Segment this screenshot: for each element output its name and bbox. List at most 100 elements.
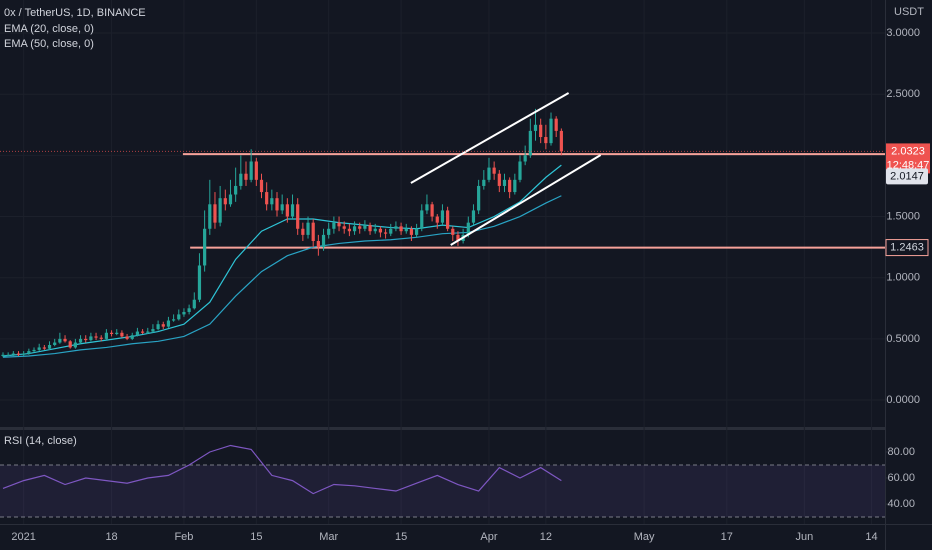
- candle-body: [549, 118, 553, 144]
- y-tick-label: 80.00: [887, 446, 915, 458]
- candle-body: [177, 314, 181, 320]
- candle-body: [94, 336, 98, 338]
- candle-body: [187, 308, 191, 312]
- x-tick-label: 18: [105, 531, 117, 543]
- candle-body: [203, 228, 207, 266]
- candle-body: [404, 228, 408, 232]
- candle-body: [446, 210, 450, 229]
- candle-body: [533, 124, 538, 131]
- candle-body: [414, 228, 419, 235]
- candle-body: [358, 226, 362, 229]
- candle-body: [146, 331, 150, 333]
- candle-body: [265, 192, 269, 205]
- candle-body: [347, 228, 351, 232]
- candle-body: [301, 228, 305, 235]
- candle-body: [27, 351, 31, 354]
- candle-body: [53, 342, 57, 345]
- trend-line: [450, 154, 602, 246]
- candle-body: [130, 335, 134, 339]
- x-tick-label: 15: [395, 531, 407, 543]
- candle-body: [435, 216, 439, 223]
- ema-tag: [886, 168, 928, 185]
- candle-body: [363, 225, 367, 229]
- candle-body: [151, 329, 155, 332]
- candle-body: [192, 299, 196, 309]
- x-tick-label: Feb: [174, 531, 193, 543]
- candle-body: [497, 173, 501, 186]
- candle-body: [373, 228, 377, 232]
- candle-body: [58, 338, 62, 343]
- x-tick-label: May: [634, 531, 655, 543]
- candle-body: [389, 228, 393, 234]
- candle-body: [352, 226, 357, 232]
- candle-body: [109, 332, 114, 334]
- candle-body: [280, 204, 284, 211]
- candle-body: [254, 161, 258, 180]
- candle-body: [518, 161, 522, 180]
- currency-label: USDT: [894, 6, 924, 18]
- candle-body: [482, 179, 486, 186]
- candle-body: [89, 336, 93, 341]
- y-tick-label: 1.0000: [886, 272, 920, 284]
- candle-body: [78, 338, 83, 343]
- candle-body: [228, 194, 233, 205]
- candle-body: [492, 167, 496, 174]
- candle-body: [73, 342, 77, 348]
- symbol-title: 0x / TetherUS, 1D, BINANCE: [4, 7, 146, 19]
- candle-body: [63, 338, 67, 342]
- y-tick-label: 1.5000: [886, 210, 920, 222]
- candle-body: [218, 198, 222, 223]
- candle-body: [249, 161, 253, 180]
- candle-body: [275, 198, 279, 211]
- candle-body: [115, 332, 119, 334]
- price-tag-label: 2.0323: [891, 145, 925, 157]
- candle-body: [104, 332, 109, 339]
- candle-body: [135, 331, 140, 336]
- candle-body: [161, 324, 165, 327]
- candle-body: [125, 336, 129, 339]
- candle-body: [172, 319, 176, 321]
- candle-body: [259, 179, 264, 193]
- candle-body: [197, 265, 202, 300]
- candle-body: [68, 341, 72, 348]
- candle-body: [290, 204, 295, 217]
- y-tick-label: 0.0000: [886, 394, 920, 406]
- level-tag: [885, 239, 929, 257]
- candle-body: [213, 204, 217, 223]
- candle-body: [327, 228, 331, 235]
- candle-body: [332, 222, 336, 229]
- candle-body: [544, 137, 548, 144]
- candle-body: [487, 167, 491, 180]
- candle-body: [513, 179, 517, 193]
- candle-body: [234, 185, 238, 195]
- candle-body: [223, 198, 227, 205]
- candle-body: [399, 226, 403, 232]
- candle-body: [296, 204, 300, 229]
- candle-body: [394, 226, 398, 229]
- x-tick-label: 15: [250, 531, 262, 543]
- x-tick-label: 14: [865, 531, 877, 543]
- x-tick-label: 17: [721, 531, 733, 543]
- candle-body: [6, 354, 10, 356]
- y-tick-label: 40.00: [887, 498, 915, 510]
- candle-body: [166, 320, 171, 327]
- candle-body: [368, 225, 372, 232]
- candle-body: [1, 354, 5, 357]
- candle-body: [430, 204, 434, 217]
- y-tick-label: 2.5000: [886, 88, 920, 100]
- y-tick-label: 3.0000: [886, 27, 920, 39]
- candle-body: [508, 179, 512, 193]
- candle-body: [502, 179, 507, 186]
- candle-body: [321, 234, 326, 248]
- rsi-line: [2, 444, 562, 495]
- candle-body: [477, 185, 481, 211]
- candle-body: [420, 210, 424, 229]
- candle-body: [42, 347, 46, 349]
- x-tick-label: 12: [540, 531, 552, 543]
- candle-body: [409, 228, 414, 235]
- y-tick-label: 0.5000: [886, 333, 920, 345]
- candle-body: [523, 155, 527, 162]
- candle-body: [285, 204, 289, 217]
